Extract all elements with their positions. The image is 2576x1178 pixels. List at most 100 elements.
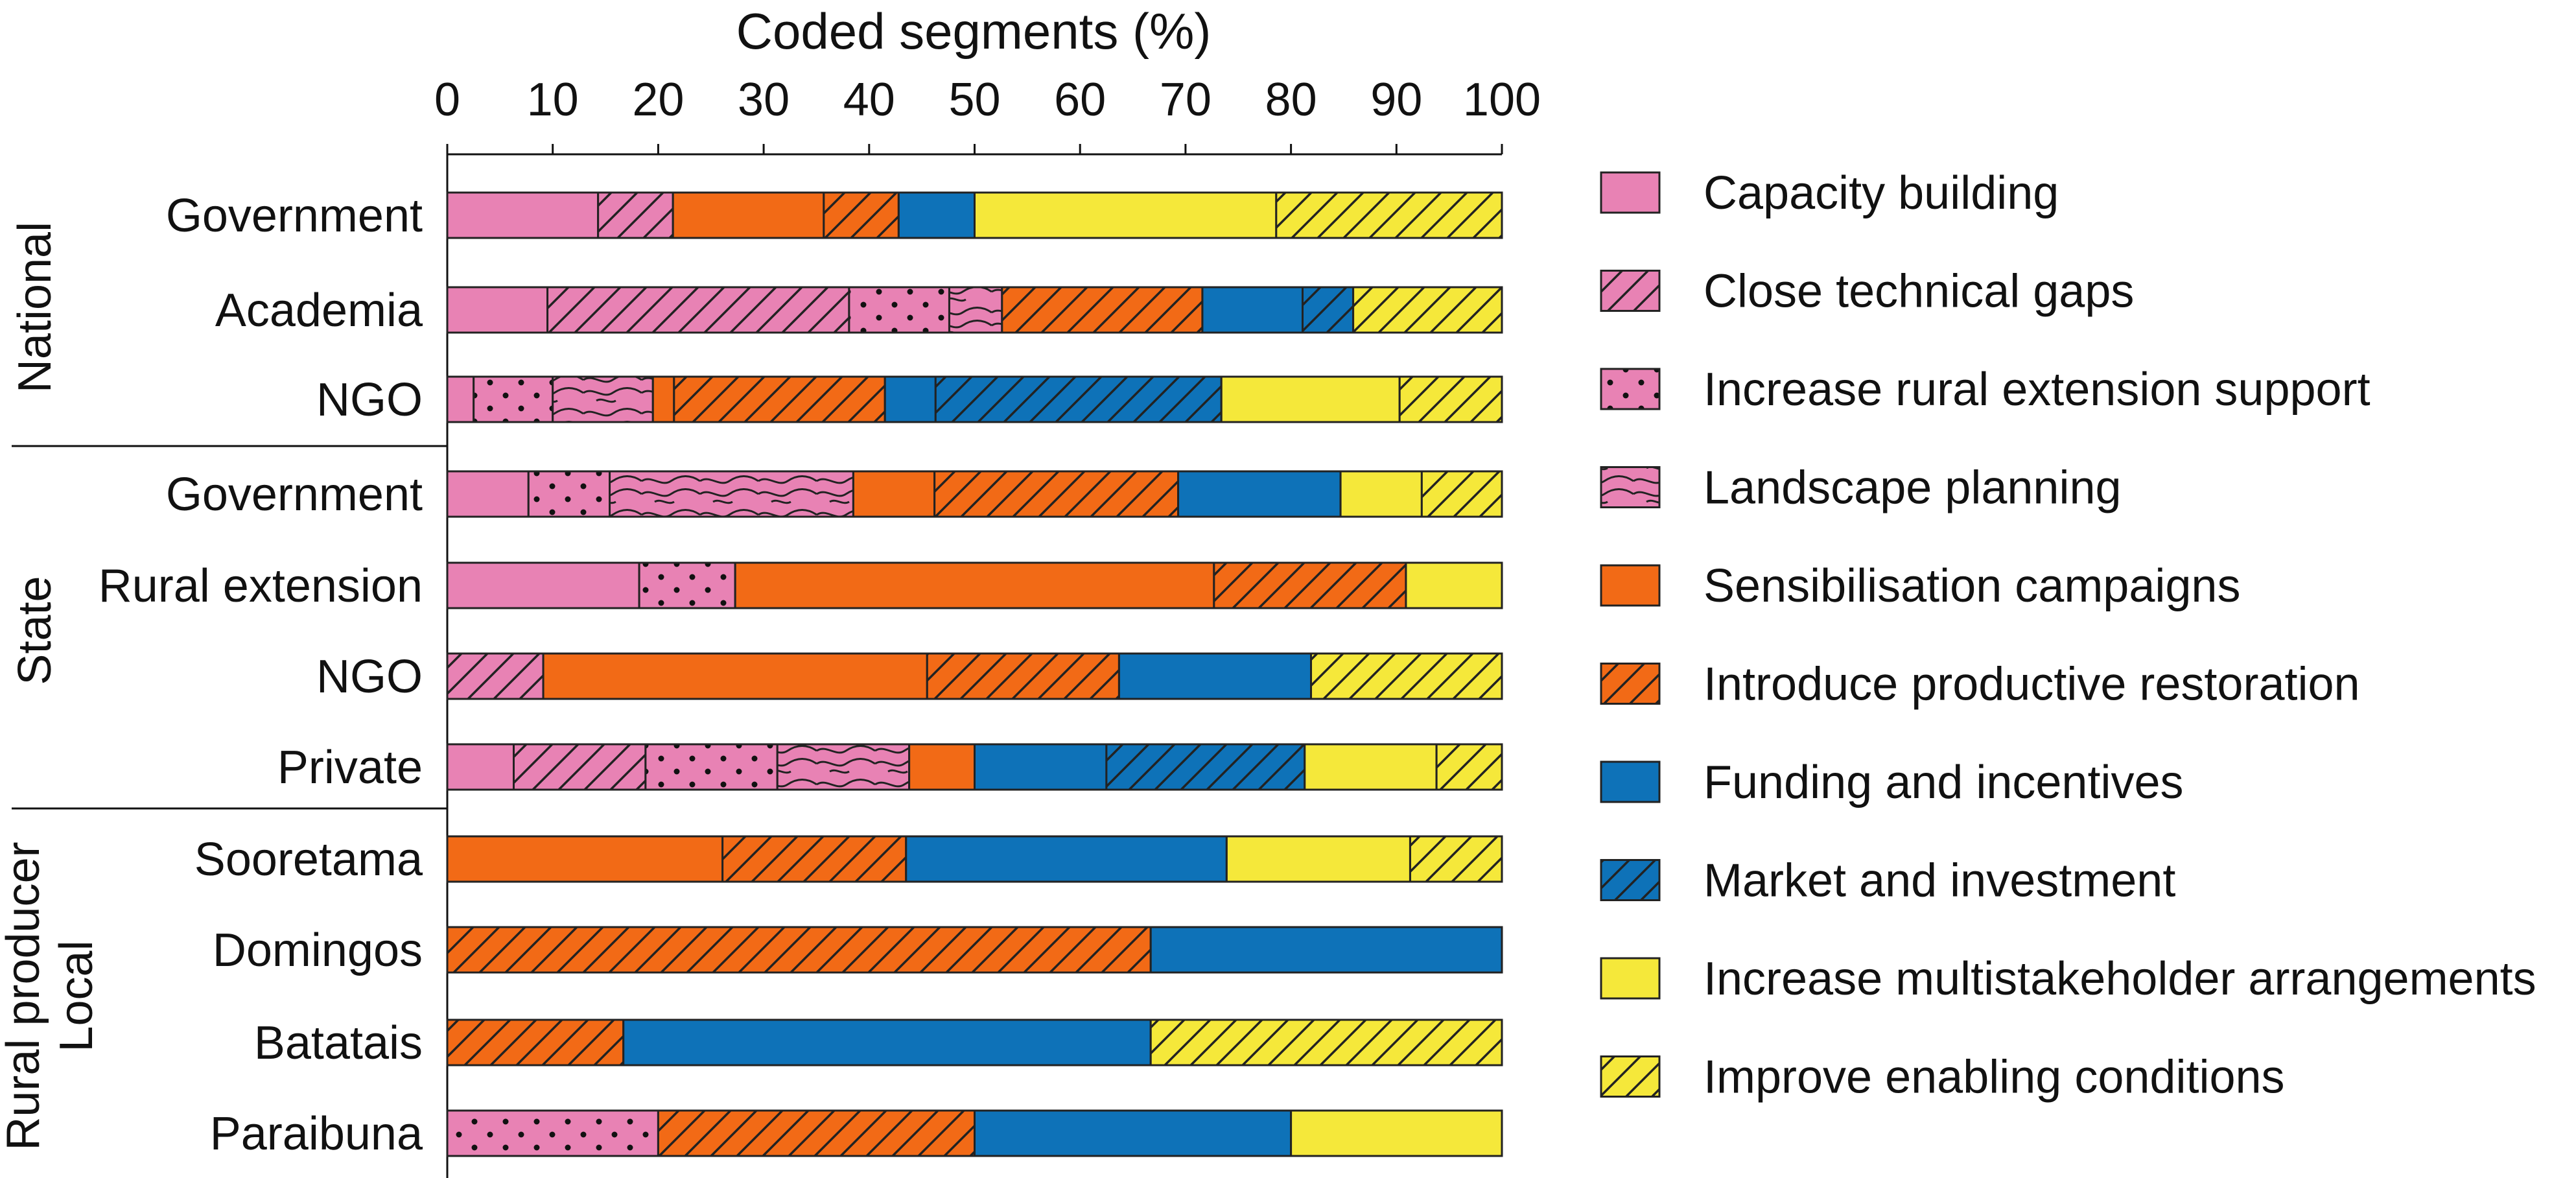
segment-pattern [639, 563, 736, 608]
segment-outline [1409, 835, 1503, 883]
segment-outline [1420, 470, 1503, 518]
legend-swatch-outline [1600, 859, 1661, 901]
legend-item-multistakeholder: Increase multistakeholder arrangements [1600, 953, 2536, 1005]
bar-segment-sensibilisation [651, 375, 675, 423]
segment-pattern [598, 193, 673, 238]
bar-segment-sensibilisation [672, 191, 825, 239]
legend-label: Sensibilisation campaigns [1704, 560, 2240, 612]
legend-label: Close technical gaps [1704, 266, 2134, 318]
segment-pattern [1353, 287, 1502, 333]
bar-segment-technical [513, 743, 647, 791]
segment-fill [909, 744, 975, 790]
segment-pattern [1410, 836, 1502, 882]
segment-fill [447, 377, 474, 422]
x-tick-label: 70 [1160, 74, 1212, 126]
segment-pattern [1213, 563, 1406, 608]
row-label: Rural extension [99, 560, 423, 612]
segment-pattern [1001, 287, 1202, 333]
segment-pattern [609, 471, 854, 517]
bar-segment-multistakeholder [1225, 835, 1411, 883]
bar-segment-funding [1118, 652, 1313, 700]
segment-fill [447, 836, 723, 882]
legend-item-market: Market and investment [1600, 855, 2175, 907]
bar-segment-productive [657, 1109, 976, 1157]
bar-segment-market [934, 375, 1223, 423]
legend-label: Introduce productive restoration [1704, 659, 2360, 711]
segment-fill [974, 1111, 1291, 1156]
segment-fill [1151, 927, 1502, 972]
segment-pattern [547, 287, 849, 333]
bar-segment-extension [446, 1109, 659, 1157]
group-label: National [9, 222, 61, 393]
row-label: Paraibuna [210, 1108, 423, 1160]
x-tick-label: 80 [1265, 74, 1317, 126]
segment-pattern [1399, 377, 1502, 422]
segment-outline [1290, 1109, 1503, 1157]
segment-pattern [552, 377, 653, 422]
segment-fill [885, 377, 936, 422]
bar-segment-multistakeholder [1220, 375, 1401, 423]
segment-fill [447, 563, 640, 608]
bar-segment-productive [446, 926, 1152, 974]
legend-item-sensibilisation: Sensibilisation campaigns [1600, 560, 2240, 612]
bar-segment-market [1105, 743, 1306, 791]
x-tick-label: 100 [1463, 74, 1541, 126]
legend-label: Increase multistakeholder arrangements [1704, 953, 2536, 1005]
segment-fill [1291, 1111, 1502, 1156]
bar-segment-funding [1201, 286, 1304, 334]
bar-segment-technical [446, 652, 544, 700]
legend-swatch-pattern [1601, 467, 1659, 508]
segment-pattern [1436, 744, 1502, 790]
bar-segment-productive [1001, 286, 1204, 334]
legend-item-technical: Close technical gaps [1600, 266, 2134, 318]
x-tick-label: 30 [738, 74, 790, 126]
legend-swatch-outline [1600, 957, 1661, 1000]
segment-pattern [1422, 471, 1502, 517]
legend-item-extension: Increase rural extension support [1600, 364, 2371, 416]
bar-segment-enabling [1149, 1019, 1503, 1066]
x-tick-label: 50 [948, 74, 1000, 126]
segment-fill [898, 193, 975, 238]
segment-pattern [722, 836, 906, 882]
segment-fill [974, 744, 1107, 790]
row-label: Government [166, 190, 423, 242]
bar-segment-productive [823, 191, 900, 239]
bar-segment-sensibilisation [734, 561, 1215, 609]
bar-segment-sensibilisation [542, 652, 928, 700]
bar-segment-technical [597, 191, 674, 239]
bar-segment-enabling [1420, 470, 1503, 518]
legend-swatch-pattern [1601, 369, 1659, 409]
x-tick-label: 40 [843, 74, 895, 126]
bar-segment-landscape [776, 743, 911, 791]
legend-swatch-outline [1600, 760, 1661, 803]
bar-segment-market [1301, 286, 1355, 334]
segment-outline [1149, 926, 1503, 974]
x-tick-label: 10 [527, 74, 579, 126]
legend-item-enabling: Improve enabling conditions [1600, 1052, 2285, 1103]
segment-pattern [1151, 1020, 1502, 1065]
bar-segment-multistakeholder [1290, 1109, 1503, 1157]
bar-segment-funding [897, 191, 976, 239]
bar-segment-extension [473, 375, 554, 423]
bar-segment-sensibilisation [908, 743, 976, 791]
segment-outline [1352, 286, 1503, 334]
bar-segment-enabling [1398, 375, 1503, 423]
x-axis-title: Coded segments (%) [736, 3, 1212, 60]
segment-pattern [1276, 193, 1502, 238]
legend-swatch-pattern [1601, 1056, 1659, 1097]
row-label: NGO [316, 651, 423, 703]
legend-swatch [1601, 762, 1659, 802]
segment-pattern [1311, 654, 1502, 699]
bar-segment-capacity [446, 470, 530, 518]
legend-label: Market and investment [1704, 855, 2175, 907]
segment-fill [447, 471, 529, 517]
legend-label: Increase rural extension support [1704, 364, 2371, 416]
bar-segment-funding [974, 1109, 1293, 1157]
bar-segment-extension [527, 470, 611, 518]
bar-segment-sensibilisation [446, 835, 724, 883]
segment-fill [447, 744, 514, 790]
x-tick-label: 20 [632, 74, 684, 126]
segment-fill [447, 193, 598, 238]
bar-segment-productive [926, 652, 1120, 700]
x-axis-ticks: 0 10 20 30 40 50 60 70 80 90 100 [434, 74, 1541, 154]
